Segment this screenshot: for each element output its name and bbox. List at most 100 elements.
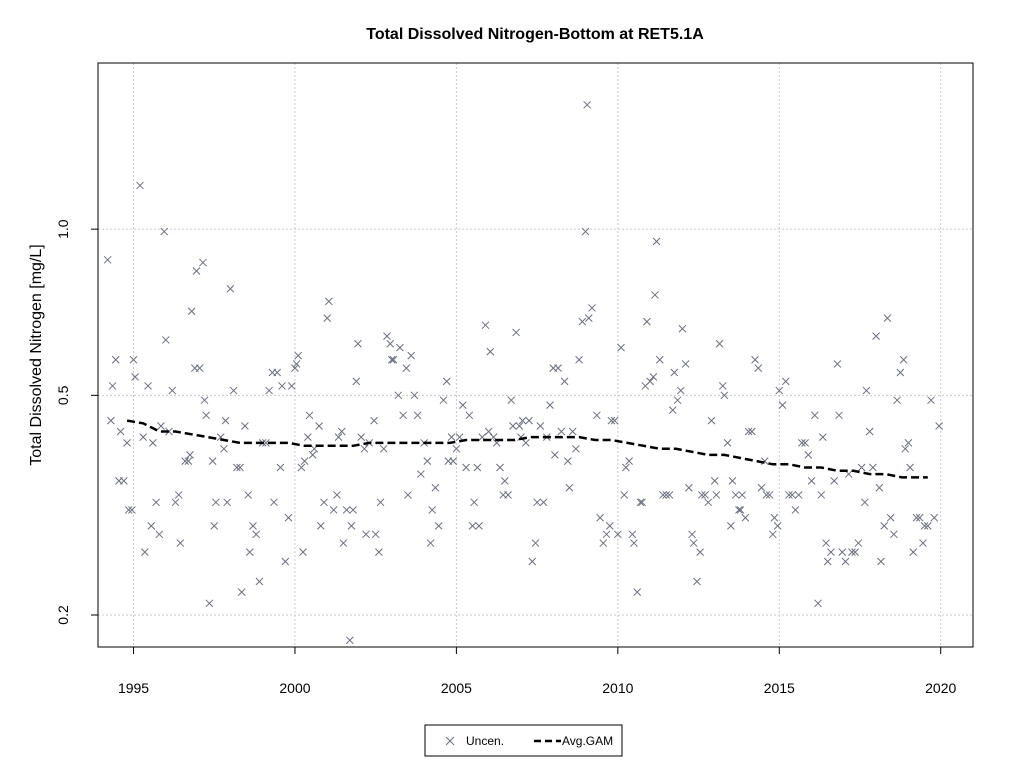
- data-point: [186, 451, 194, 459]
- data-point: [838, 548, 847, 556]
- data-point: [610, 416, 619, 425]
- data-point: [636, 498, 645, 507]
- data-point: [442, 377, 451, 386]
- data-point: [149, 439, 157, 447]
- data-point: [565, 483, 574, 492]
- data-point: [360, 444, 369, 453]
- data-point: [144, 382, 152, 390]
- data-point: [342, 506, 351, 514]
- data-point: [835, 411, 843, 420]
- data-point: [599, 539, 608, 547]
- data-point: [509, 422, 517, 430]
- data-point: [174, 491, 183, 499]
- data-point: [136, 181, 144, 190]
- data-point: [841, 557, 850, 566]
- data-point: [270, 498, 278, 507]
- data-point: [775, 386, 784, 395]
- data-point: [455, 433, 464, 441]
- data-point: [244, 491, 252, 499]
- data-point: [794, 491, 803, 499]
- data-point: [370, 416, 378, 425]
- data-point: [116, 427, 125, 436]
- data-point: [278, 382, 286, 390]
- data-point: [649, 373, 658, 381]
- data-point: [518, 416, 527, 425]
- data-point: [568, 427, 577, 436]
- data-point: [160, 227, 169, 236]
- data-point: [407, 351, 416, 360]
- data-point: [221, 416, 230, 425]
- data-point: [899, 355, 908, 364]
- data-point: [920, 522, 929, 530]
- data-point: [199, 258, 207, 267]
- data-point: [413, 411, 422, 420]
- data-point: [662, 491, 671, 499]
- data-point: [249, 522, 257, 530]
- data-point: [208, 457, 217, 465]
- data-point: [276, 463, 285, 472]
- legend-label-uncen: Uncen.: [466, 734, 504, 748]
- data-point: [229, 386, 238, 395]
- data-point: [304, 433, 312, 441]
- data-point: [394, 391, 403, 400]
- data-point: [452, 444, 461, 453]
- legend-x-icon: [445, 736, 455, 746]
- data-point: [119, 476, 128, 485]
- chart-title: Total Dissolved Nitrogen-Bottom at RET5.…: [366, 26, 704, 43]
- data-point: [736, 506, 745, 514]
- data-point: [531, 539, 540, 547]
- data-point: [822, 539, 830, 547]
- data-point: [352, 377, 361, 386]
- data-point: [512, 328, 520, 337]
- data-point: [588, 304, 596, 312]
- x-tick-label: 1995: [118, 680, 149, 696]
- data-point: [622, 463, 630, 472]
- line-layer: [126, 419, 928, 479]
- data-point: [785, 491, 793, 499]
- data-point: [507, 396, 516, 405]
- points-layer: [103, 100, 943, 645]
- data-point: [877, 557, 885, 566]
- data-point: [701, 491, 709, 499]
- data-point: [539, 498, 548, 507]
- data-point: [176, 539, 185, 547]
- data-point: [396, 343, 404, 352]
- data-point: [402, 364, 411, 373]
- data-point: [689, 539, 698, 547]
- data-point: [915, 513, 924, 522]
- grid-layer: [98, 63, 973, 647]
- data-point: [255, 577, 264, 586]
- data-point: [470, 498, 479, 507]
- data-point: [605, 522, 614, 530]
- data-point: [848, 548, 856, 556]
- data-point: [712, 491, 721, 499]
- data-point: [200, 396, 209, 405]
- data-point: [131, 373, 139, 381]
- data-point: [399, 411, 407, 420]
- data-point: [762, 491, 771, 499]
- data-point: [697, 491, 706, 499]
- data-point: [670, 368, 679, 377]
- data-point: [854, 539, 863, 547]
- data-point: [731, 491, 740, 499]
- data-point: [723, 439, 732, 447]
- y-tick-label: 0.2: [55, 605, 71, 625]
- y-axis-label: Total Dissolved Nitrogen [mg/L]: [28, 244, 45, 465]
- data-point: [613, 530, 622, 539]
- data-point: [387, 355, 396, 364]
- data-point: [357, 433, 365, 441]
- data-point: [707, 416, 716, 425]
- data-point: [704, 498, 713, 507]
- data-point: [161, 336, 170, 344]
- data-point: [563, 457, 572, 465]
- data-point: [668, 406, 677, 415]
- data-point: [226, 284, 235, 293]
- data-point: [284, 513, 293, 522]
- data-point: [383, 332, 391, 341]
- data-point: [354, 339, 362, 348]
- data-point: [807, 476, 816, 485]
- data-point: [765, 491, 774, 499]
- data-point: [202, 411, 211, 420]
- data-point: [211, 498, 220, 507]
- data-point: [860, 498, 869, 507]
